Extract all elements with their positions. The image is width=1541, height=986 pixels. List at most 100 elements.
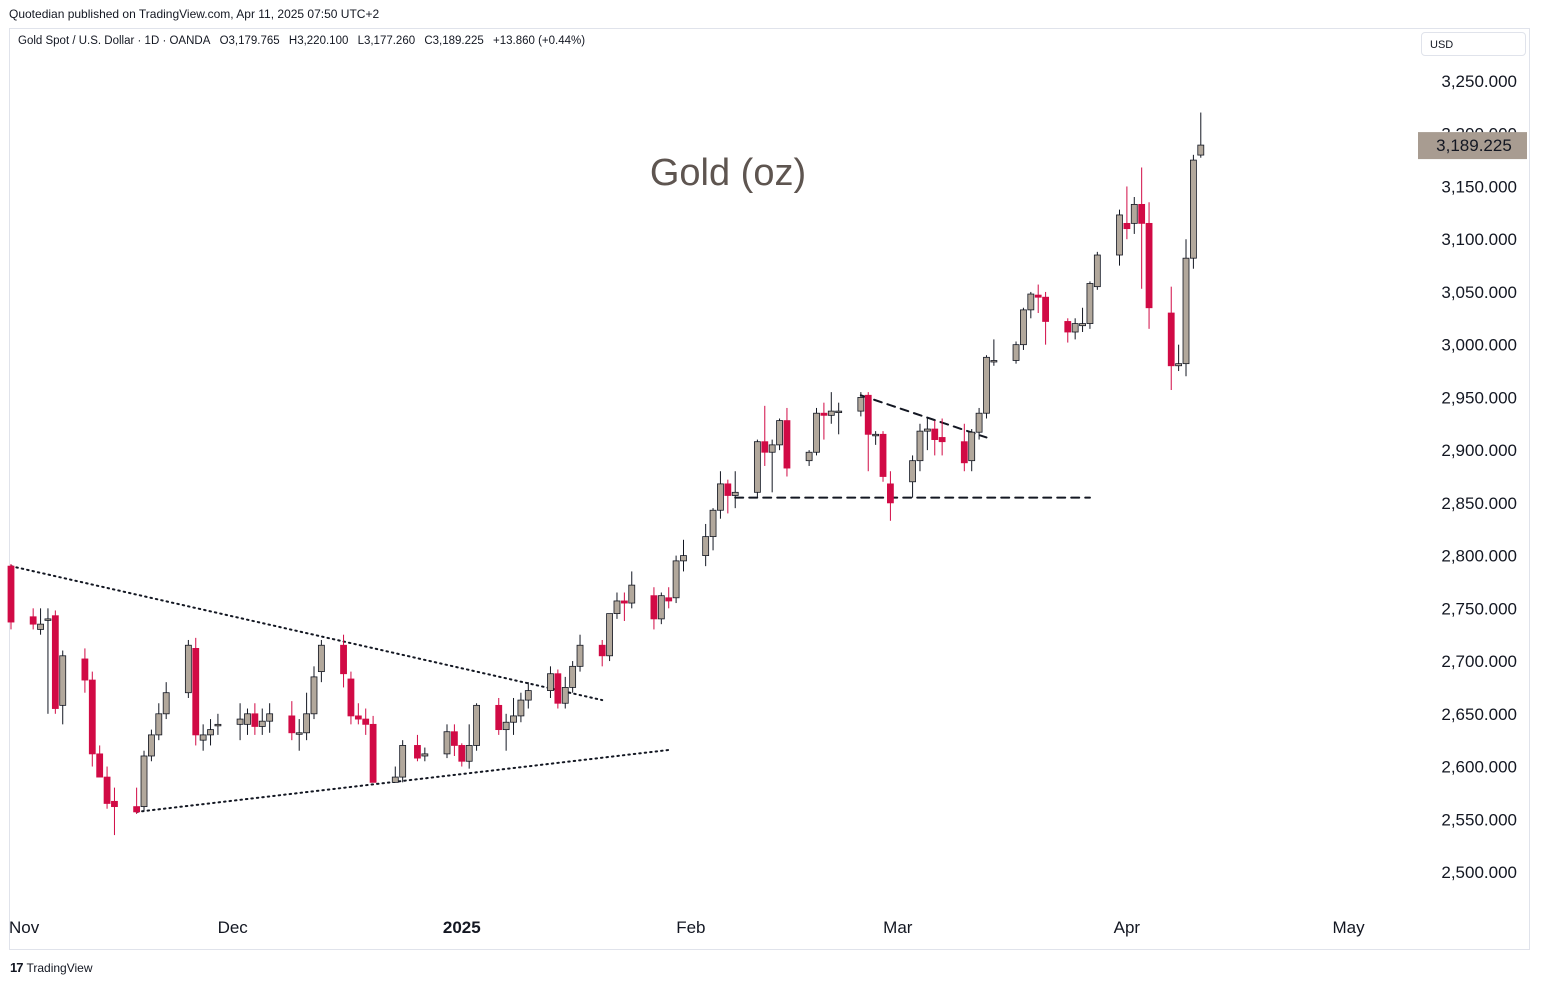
candle [362,708,370,735]
candle-body [879,433,887,477]
candle [295,719,303,751]
candle [990,339,998,366]
last-price-box [1418,132,1527,160]
candle [768,439,776,493]
candle-body [207,729,214,736]
candle [761,405,769,466]
candle-body [1086,283,1094,324]
candle [317,639,325,683]
candle [258,708,266,735]
candle-body [510,715,517,723]
dashed-trendline [859,394,988,439]
candle [1145,202,1153,329]
candle-body [931,428,939,440]
candle [465,724,473,769]
candle [111,787,118,836]
candle [857,392,865,417]
candle-body [517,699,525,717]
candle [606,613,613,662]
candle-body [680,555,687,562]
candle [1182,239,1190,377]
candle [37,608,44,635]
candle-body [199,734,207,741]
candle [207,719,214,746]
currency-button[interactable]: USD [1421,32,1526,56]
dotted-trendline [135,748,671,813]
legend-low: L3,177.260 [357,35,416,47]
candle [576,634,584,672]
candle-body [1012,344,1020,361]
candle-body [968,431,976,462]
candle [1123,186,1131,240]
candle-body [317,644,325,673]
legend-symbol[interactable]: Gold Spot / U.S. Dollar · 1D · OANDA [18,35,211,47]
candle [140,750,148,811]
trendline-layer [10,394,1091,813]
candle [81,648,89,693]
candle [88,671,96,767]
candle [983,355,990,419]
candle-body [303,713,311,734]
y-tick-label: 3,100.000 [1441,230,1517,249]
candle-body [96,753,104,778]
candle-body [613,600,621,615]
candle-body [465,745,473,762]
y-tick-label: 2,800.000 [1441,547,1517,566]
candle [29,608,37,630]
candle-body [709,509,717,538]
candle-body [805,451,813,462]
candle [820,402,828,440]
candle [510,697,517,735]
candle-body [266,713,274,722]
candle [864,392,872,472]
candle-body [835,410,843,414]
candle [680,539,687,572]
candle-body [1167,312,1175,367]
candle [1042,291,1049,345]
candle-body [1064,321,1072,333]
candle [813,407,820,456]
candle-body [598,644,606,657]
footer-brand[interactable]: 17 TradingView [10,960,93,975]
x-tick-label: Nov [9,918,40,937]
candle [251,703,259,735]
candle-body [347,678,355,717]
candle [1034,284,1042,314]
last-price-label: 3,189.225 [1436,136,1512,155]
candle-body [1093,254,1101,288]
legend-high: H3,220.100 [288,35,349,47]
candle [1086,281,1094,329]
candle [51,610,59,714]
candle [244,708,251,735]
candle [702,523,710,567]
publisher-line: Quotedian published on TradingView.com, … [9,7,380,21]
candles-layer [7,112,1205,836]
y-tick-label: 3,000.000 [1441,336,1517,355]
candle-body [391,776,399,783]
y-tick-label: 2,900.000 [1441,441,1517,460]
candle-body [244,713,251,725]
candle [938,418,946,456]
candle [303,692,311,741]
candle [554,669,562,709]
candle [672,555,680,604]
candle-body [162,692,170,715]
candle [236,703,244,741]
candle-body [938,437,946,443]
candle [369,715,377,783]
candle-body [554,673,562,704]
candle [650,587,658,630]
candle [7,564,15,630]
candle [347,671,355,725]
candle-body [340,644,347,675]
candle-body [887,483,894,504]
candle-body [650,595,658,620]
candle-body [258,720,266,727]
candle [266,703,274,733]
candle [443,724,451,759]
candle-body [399,745,407,778]
candle-body [251,713,259,727]
candle [199,724,207,751]
candle-body [983,356,990,414]
